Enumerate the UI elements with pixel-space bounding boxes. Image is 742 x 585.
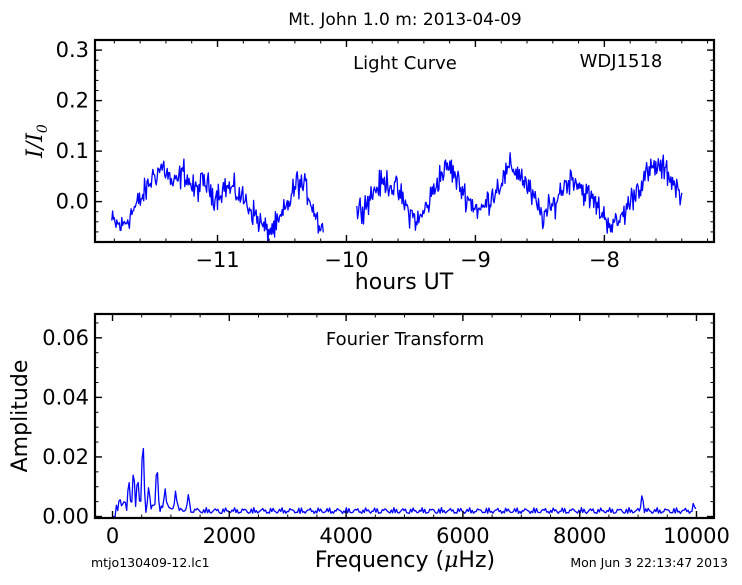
fourier-panel: 0 2000 4000 6000 8000 10000 0.00 0.02 0.04 0.06 F… <box>8 312 730 573</box>
footer-timestamp: Mon Jun 3 22:13:47 2013 <box>570 555 728 570</box>
light-curve-y-tick-label: 0.0 <box>56 190 89 214</box>
light-curve-x-tick-label: −9 <box>460 248 491 272</box>
fourier-x-tick-label: 4000 <box>319 524 372 548</box>
light-curve-y-tick-label: 0.2 <box>56 89 89 113</box>
fourier-y-tick-label: 0.04 <box>42 385 89 409</box>
light-curve-line-segment <box>356 152 683 234</box>
fourier-x-tick-label: 0 <box>106 524 119 548</box>
footer-filename: mtjo130409-12.lc1 <box>91 555 210 570</box>
light-curve-series <box>111 152 683 242</box>
light-curve-y-tick-label: 0.3 <box>56 38 89 62</box>
fourier-amplitude-line <box>112 447 697 518</box>
fourier-y-tick-label: 0.02 <box>42 445 89 469</box>
object-name-label: WDJ1518 <box>580 51 663 72</box>
fourier-x-axis-label-mu: μ <box>444 548 458 573</box>
fourier-x-tick-label: 10000 <box>663 524 730 548</box>
fourier-series <box>112 447 697 518</box>
fourier-ticks: 0 2000 4000 6000 8000 10000 0.00 0.02 0.04 0.06 <box>42 314 730 548</box>
fourier-annotation: Fourier Transform <box>326 329 484 350</box>
fourier-x-tick-label: 2000 <box>203 524 256 548</box>
fourier-y-tick-label: 0.00 <box>42 505 89 529</box>
fourier-y-axis-label: Amplitude <box>8 360 33 473</box>
fourier-x-axis-label: Frequency (μHz) <box>315 548 495 573</box>
light-curve-x-tick-label: −10 <box>324 248 368 272</box>
light-curve-y-axis-label-sub: 0 <box>35 124 51 133</box>
light-curve-ticks: −11 −10 −9 −8 0.0 0.1 0.2 0.3 <box>56 38 714 272</box>
light-curve-panel: −11 −10 −9 −8 0.0 0.1 0.2 0.3 Light Curve WDJ15… <box>23 38 716 295</box>
figure-title: Mt. John 1.0 m: 2013-04-09 <box>288 10 521 30</box>
light-curve-x-axis-label: hours UT <box>355 270 454 295</box>
fourier-y-tick-label: 0.06 <box>42 326 89 350</box>
light-curve-x-tick-label: −8 <box>589 248 620 272</box>
fourier-x-axis-label-prefix: Frequency ( <box>315 548 444 573</box>
light-curve-frame <box>93 38 716 244</box>
fourier-x-axis-label-suffix: Hz) <box>458 548 495 573</box>
light-curve-annotation: Light Curve <box>353 53 457 74</box>
fourier-frame <box>93 312 716 520</box>
light-curve-y-axis-label: I/I0 <box>23 124 51 159</box>
fourier-x-tick-label: 8000 <box>553 524 606 548</box>
light-curve-y-axis-label-main: I/I <box>23 132 48 159</box>
light-curve-line-segment <box>111 158 324 242</box>
light-curve-x-tick-label: −11 <box>195 248 239 272</box>
fourier-x-tick-label: 6000 <box>436 524 489 548</box>
light-curve-y-tick-label: 0.1 <box>56 139 89 163</box>
